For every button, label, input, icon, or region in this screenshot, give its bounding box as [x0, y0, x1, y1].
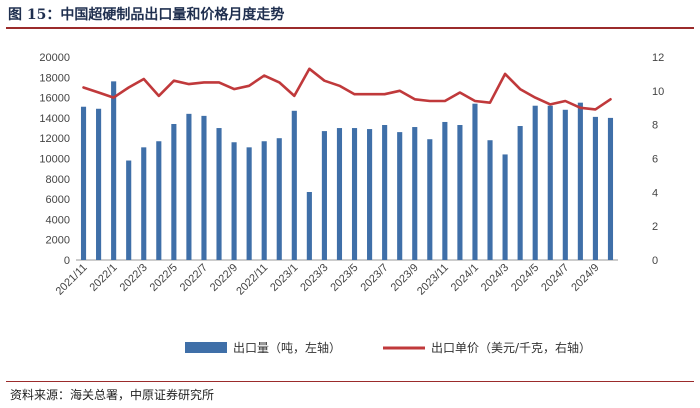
chart-title: 图 15：中国超硬制品出口量和价格月度走势	[8, 7, 285, 23]
y-left-tick-label: 20000	[39, 52, 70, 64]
price-line	[82, 67, 612, 111]
y-left-tick-label: 4000	[46, 214, 70, 226]
title-divider	[6, 27, 694, 29]
bar	[502, 154, 508, 260]
bar	[427, 139, 433, 260]
bar	[126, 160, 132, 260]
x-tick-label: 2022/7	[178, 262, 210, 294]
y-right-tick-label: 0	[652, 255, 658, 267]
bar	[472, 103, 478, 260]
y-left-tick-label: 12000	[39, 133, 70, 145]
legend: 出口量（吨，左轴） 出口单价（美元/千克，右轴）	[185, 340, 591, 355]
bar	[532, 105, 538, 260]
bar-series	[80, 81, 614, 261]
y-left-tick-label: 0	[64, 255, 70, 267]
bar	[547, 105, 553, 260]
y-right-tick-label: 6	[652, 154, 658, 166]
bar	[487, 140, 493, 260]
x-tick-label: 2022/3	[118, 262, 150, 294]
axes: 0 2000 4000 6000 8000 10000 12000 14000 16000 180…	[39, 52, 664, 298]
bar	[246, 147, 252, 260]
x-tick-label: 2024/3	[479, 262, 511, 294]
y-left-tick-label: 2000	[46, 235, 70, 247]
bar	[351, 128, 358, 260]
x-tick-label: 2022/11	[234, 262, 270, 298]
y-right-tick-label: 10	[652, 86, 664, 98]
bar	[397, 132, 403, 260]
bar	[201, 115, 207, 261]
x-tick-label: 2022/1	[87, 262, 119, 294]
bar	[80, 106, 87, 260]
x-tick-label: 2022/5	[148, 262, 180, 294]
bar	[321, 131, 327, 260]
bar	[442, 121, 448, 261]
legend-label-line: 出口单价（美元/千克，右轴）	[431, 340, 591, 355]
bar	[276, 138, 282, 260]
bar	[231, 142, 237, 260]
bar	[367, 129, 373, 260]
x-tick-label: 2021/11	[54, 262, 90, 298]
bar	[562, 109, 568, 260]
source-note: 资料来源：海关总署，中原证券研究所	[10, 388, 215, 402]
bar	[607, 117, 614, 261]
bar	[261, 141, 267, 260]
x-tick-label: 2023/3	[298, 262, 330, 294]
y-right-tick-label: 2	[652, 221, 658, 233]
bar	[291, 110, 297, 260]
bar	[216, 128, 222, 260]
y-left-tick-label: 14000	[39, 113, 70, 125]
bar	[141, 147, 147, 260]
legend-label-bars: 出口量（吨，左轴）	[233, 340, 341, 355]
x-tick-label: 2024/5	[509, 262, 541, 294]
y-left-tick-label: 8000	[46, 174, 70, 186]
bar	[156, 141, 162, 260]
legend-swatch-bars	[185, 342, 227, 353]
source-divider	[6, 381, 694, 382]
x-tick-label: 2023/1	[268, 262, 300, 294]
y-left-tick-label: 18000	[39, 72, 70, 84]
y-left-tick-label: 10000	[39, 154, 70, 166]
bar	[306, 191, 312, 260]
y-right-tick-label: 8	[652, 120, 658, 132]
y-right-tick-label: 12	[652, 52, 664, 64]
x-tick-label: 2023/11	[415, 262, 451, 298]
bar	[592, 116, 598, 260]
line-series	[82, 67, 612, 111]
bar	[336, 128, 343, 260]
y-left-tick-label: 6000	[46, 194, 70, 206]
bar	[517, 126, 523, 261]
bar	[96, 108, 102, 260]
x-tick-label: 2024/7	[539, 262, 571, 294]
bar	[412, 127, 418, 260]
x-tick-label: 2024/9	[569, 262, 601, 294]
bar	[171, 123, 177, 261]
bar	[382, 125, 388, 260]
x-tick-label: 2023/7	[358, 262, 390, 294]
bar	[577, 102, 583, 260]
x-tick-label: 2023/5	[328, 262, 360, 294]
bar	[111, 81, 117, 260]
x-tick-label: 2024/1	[449, 262, 481, 294]
bar	[457, 125, 463, 260]
bar	[186, 113, 192, 260]
y-left-tick-label: 16000	[39, 93, 70, 105]
y-right-tick-label: 4	[652, 187, 658, 199]
